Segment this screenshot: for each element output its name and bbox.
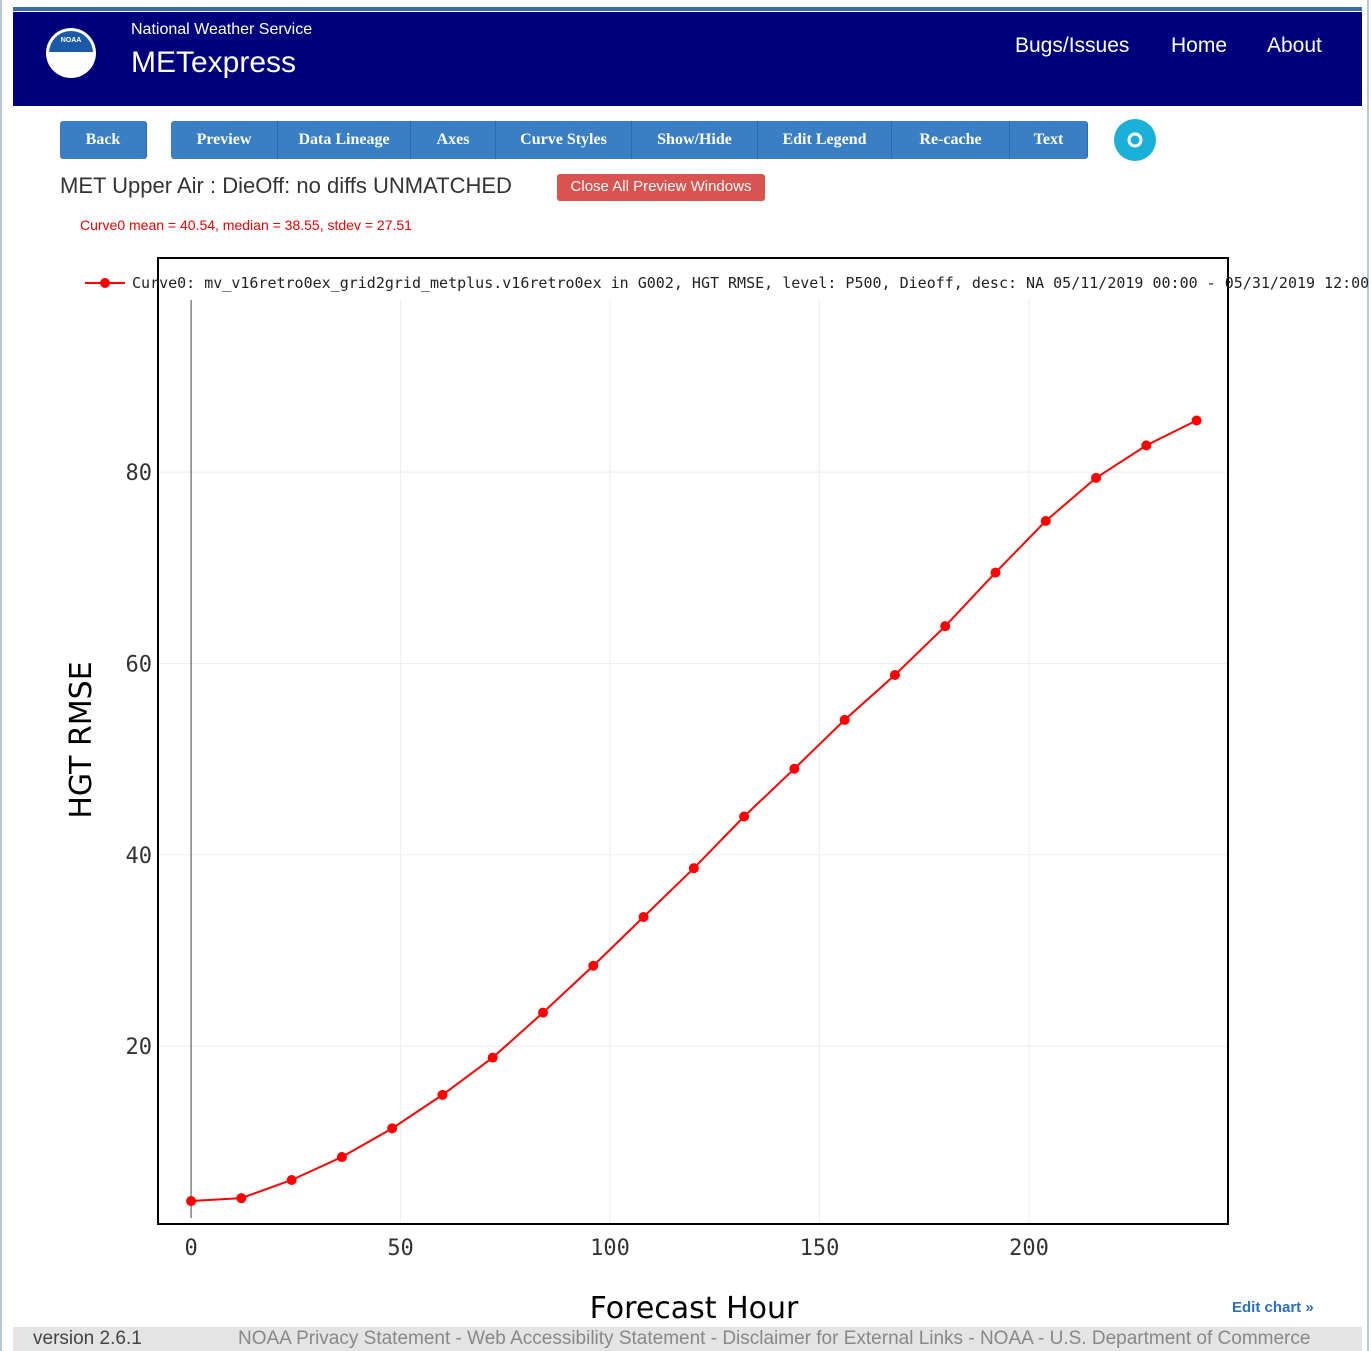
toolbar-button[interactable]: Edit Legend xyxy=(758,121,892,159)
data-point xyxy=(286,1175,297,1185)
data-point xyxy=(588,960,599,971)
toolbar-button[interactable]: Axes xyxy=(411,121,496,159)
footer: version 2.6.1 NOAA Privacy Statement - W… xyxy=(13,1327,1362,1351)
x-tick-label: 150 xyxy=(800,1236,840,1261)
toolbar-button[interactable]: Back xyxy=(60,121,147,159)
x-tick-label: 200 xyxy=(1009,1236,1049,1261)
toolbar-button[interactable]: Curve Styles xyxy=(496,121,632,159)
y-axis-label: HGT RMSE xyxy=(64,661,99,818)
data-point xyxy=(638,911,649,922)
data-point xyxy=(990,567,1001,578)
data-point xyxy=(889,669,900,680)
plot-frame xyxy=(157,257,1229,1225)
legend-entry: Curve0: mv_v16retro0ex_grid2grid_metplus… xyxy=(132,274,1369,292)
version: version 2.6.1 xyxy=(33,1328,142,1349)
x-tick-label: 100 xyxy=(590,1236,630,1261)
data-point xyxy=(1141,440,1152,451)
data-point xyxy=(387,1123,398,1134)
nav-link[interactable]: Bugs/Issues xyxy=(1015,34,1130,57)
nav-link[interactable]: Home xyxy=(1171,34,1228,57)
toolbar-button[interactable]: Data Lineage xyxy=(278,121,411,159)
data-point xyxy=(940,621,951,632)
plot-title: MET Upper Air : DieOff: no diffs UNMATCH… xyxy=(60,173,512,198)
refresh-icon xyxy=(1127,132,1143,148)
toolbar-button[interactable]: Preview xyxy=(171,121,278,159)
series-line xyxy=(191,419,1198,1203)
data-point xyxy=(487,1052,498,1063)
close-button[interactable]: Close All Preview Windows xyxy=(557,174,765,201)
stats: Curve0 mean = 40.54, median = 38.55, std… xyxy=(80,217,412,233)
y-tick-label: 80 xyxy=(126,461,153,486)
edit-chart-link[interactable]: Edit chart » xyxy=(1232,1299,1314,1316)
data-point xyxy=(437,1089,448,1100)
header: NOAA National Weather Service METexpress… xyxy=(13,12,1362,106)
org-name: National Weather Service xyxy=(131,21,313,38)
data-point xyxy=(236,1193,247,1204)
nav-link[interactable]: About xyxy=(1267,34,1322,57)
data-point xyxy=(1191,415,1202,426)
top-bar xyxy=(13,7,1362,11)
x-tick-label: 50 xyxy=(387,1236,414,1261)
data-point xyxy=(688,863,699,874)
data-point xyxy=(336,1152,347,1163)
y-tick-label: 40 xyxy=(126,844,153,869)
toolbar-button[interactable]: Text xyxy=(1010,121,1088,159)
refresh-button[interactable] xyxy=(1114,119,1156,161)
legend-marker xyxy=(100,278,110,288)
app-name[interactable]: METexpress xyxy=(131,46,297,79)
y-tick-label: 20 xyxy=(126,1035,153,1060)
data-point xyxy=(739,811,750,822)
y-tick-label: 60 xyxy=(126,652,153,677)
logo-text: NOAA xyxy=(60,37,82,44)
data-point xyxy=(839,714,850,725)
data-point xyxy=(538,1007,549,1018)
toolbar-button[interactable]: Show/Hide xyxy=(632,121,758,159)
x-tick-label: 0 xyxy=(184,1236,197,1261)
data-point xyxy=(789,763,800,774)
x-axis-label: Forecast Hour xyxy=(590,1291,799,1326)
data-point xyxy=(1091,472,1102,483)
logo[interactable]: NOAA xyxy=(46,28,96,78)
data-point xyxy=(1040,515,1051,526)
data-point xyxy=(186,1196,197,1207)
footer-links[interactable]: NOAA Privacy Statement - Web Accessibili… xyxy=(238,1328,1311,1349)
toolbar-button[interactable]: Re-cache xyxy=(892,121,1010,159)
